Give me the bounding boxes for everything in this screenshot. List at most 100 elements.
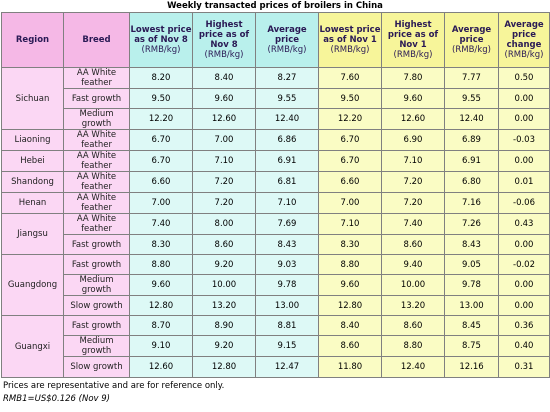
breed-cell: Slow growth [63,356,130,378]
highest-nov8-cell: 7.20 [192,192,256,214]
average-change-cell: 0.00 [498,234,550,255]
average-nov8-cell: 6.91 [255,150,319,172]
table-row: Liaoning AA White feather 6.70 7.00 6.86 6.70… [1,129,550,151]
lowest-nov1-cell: 6.60 [318,171,382,193]
highest-nov1-cell: 8.60 [381,315,445,336]
average-nov1-cell: 6.91 [444,150,499,172]
highest-nov8-cell: 7.20 [192,171,256,193]
highest-nov1-cell: 9.40 [381,254,445,275]
highest-nov1-cell: 8.80 [381,335,445,357]
lowest-nov8-cell: 8.70 [129,315,193,336]
breed-cell: AA White feather [63,67,130,89]
exchange-rate: RMB1=US$0.126 (Nov 9) [3,394,110,404]
lowest-nov8-cell: 12.80 [129,295,193,316]
breed-cell: Fast growth [63,315,130,336]
lowest-nov8-cell: 6.70 [129,150,193,172]
breed-cell: AA White feather [63,213,130,235]
average-change-cell: 0.40 [498,335,550,357]
lowest-nov8-cell: 8.80 [129,254,193,275]
average-nov1-cell: 6.89 [444,129,499,151]
average-nov8-cell: 6.81 [255,171,319,193]
average-nov8-cell: 7.10 [255,192,319,214]
header-lowest-nov8: Lowest price as of Nov 8 (RMB/kg) [129,12,193,68]
highest-nov8-cell: 8.60 [192,234,256,255]
header-lowest-nov1: Lowest price as of Nov 1 (RMB/kg) [318,12,382,68]
highest-nov8-cell: 8.90 [192,315,256,336]
highest-nov1-cell: 7.80 [381,67,445,89]
breed-cell: Medium growth [63,108,130,130]
highest-nov1-cell: 8.60 [381,234,445,255]
lowest-nov1-cell: 8.40 [318,315,382,336]
lowest-nov8-cell: 7.00 [129,192,193,214]
highest-nov8-cell: 10.00 [192,274,256,296]
footer-note: Prices are representative and are for re… [3,381,225,391]
lowest-nov8-cell: 9.10 [129,335,193,357]
header-breed: Breed [63,12,130,68]
average-nov8-cell: 8.43 [255,234,319,255]
table-row: Medium growth 12.20 12.60 12.40 12.20 12.60 12… [2,108,550,130]
header-highest-nov1: Highest price as of Nov 1 (RMB/kg) [381,12,445,68]
highest-nov1-cell: 9.60 [381,88,445,109]
highest-nov8-cell: 8.40 [192,67,256,89]
region-cell: Shandong [1,171,64,193]
average-change-cell: 0.00 [498,150,550,172]
lowest-nov8-cell: 9.50 [129,88,193,109]
average-nov1-cell: 6.80 [444,171,499,193]
average-change-cell: 0.43 [498,213,550,235]
lowest-nov8-cell: 6.70 [129,129,193,151]
breed-cell: AA White feather [63,150,130,172]
lowest-nov1-cell: 6.70 [318,129,382,151]
average-nov8-cell: 8.81 [255,315,319,336]
average-nov8-cell: 8.27 [255,67,319,89]
highest-nov8-cell: 7.00 [192,129,256,151]
breed-cell: Medium growth [63,274,130,296]
lowest-nov1-cell: 11.80 [318,356,382,378]
highest-nov8-cell: 9.60 [192,88,256,109]
highest-nov1-cell: 12.60 [381,108,445,130]
table-row: Fast growth 8.30 8.60 8.43 8.30 8.60 8.43 0.00 [2,234,550,255]
breed-cell: Medium growth [63,335,130,357]
breed-cell: AA White feather [63,129,130,151]
lowest-nov1-cell: 7.00 [318,192,382,214]
region-cell: Henan [1,192,64,214]
average-nov8-cell: 12.40 [255,108,319,130]
lowest-nov8-cell: 12.20 [129,108,193,130]
lowest-nov1-cell: 8.80 [318,254,382,275]
table-row: Shandong AA White feather 6.60 7.20 6.81 6.60… [1,171,550,193]
header-row: Region Breed Lowest price as of Nov 8 (RM… [1,12,550,68]
table-row: Guangdong Fast growth 8.80 9.20 9.03 8.80 9.40… [1,254,550,316]
highest-nov8-cell: 12.80 [192,356,256,378]
region-cell: Guangdong [1,254,64,316]
lowest-nov8-cell: 8.30 [129,234,193,255]
average-nov8-cell: 9.55 [255,88,319,109]
table-row: Medium growth 9.10 9.20 9.15 8.60 8.80 8.75 0.4… [2,335,550,357]
region-cell: Jiangsu [1,213,64,255]
header-average-nov1: Average price (RMB/kg) [444,12,499,68]
average-nov8-cell: 6.86 [255,129,319,151]
highest-nov1-cell: 7.10 [381,150,445,172]
average-nov8-cell: 9.15 [255,335,319,357]
average-change-cell: 0.00 [498,274,550,296]
average-nov1-cell: 9.78 [444,274,499,296]
average-nov8-cell: 13.00 [255,295,319,316]
lowest-nov1-cell: 9.60 [318,274,382,296]
table-row: Fast growth 9.50 9.60 9.55 9.50 9.60 9.55 0.00 [2,88,550,109]
average-change-cell: -0.06 [498,192,550,214]
lowest-nov1-cell: 9.50 [318,88,382,109]
region-cell: Hebei [1,150,64,172]
average-nov1-cell: 7.77 [444,67,499,89]
average-change-cell: 0.01 [498,171,550,193]
lowest-nov1-cell: 12.80 [318,295,382,316]
average-nov8-cell: 12.47 [255,356,319,378]
table-row: Medium growth 9.60 10.00 9.78 9.60 10.00 9.78 0… [2,274,550,296]
highest-nov8-cell: 8.00 [192,213,256,235]
highest-nov8-cell: 13.20 [192,295,256,316]
average-nov1-cell: 12.40 [444,108,499,130]
lowest-nov8-cell: 9.60 [129,274,193,296]
table-row: Henan AA White feather 7.00 7.20 7.10 7.00 7.2… [1,192,550,214]
breed-cell: Fast growth [63,88,130,109]
highest-nov8-cell: 12.60 [192,108,256,130]
region-cell: Guangxi [1,315,64,378]
average-change-cell: 0.00 [498,108,550,130]
breed-cell: AA White feather [63,192,130,214]
